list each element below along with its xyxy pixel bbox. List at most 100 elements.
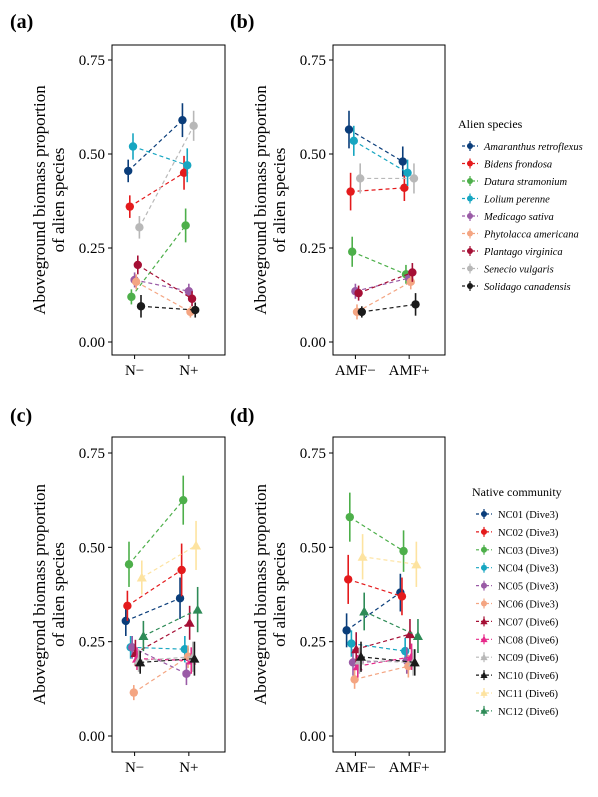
y-tick-label: 0.75: [300, 446, 326, 462]
series-1: [344, 110, 407, 177]
series-5: [128, 636, 191, 686]
series-8: [356, 163, 419, 194]
series-line: [127, 119, 183, 172]
data-point: [136, 572, 147, 582]
y-axis-label-line1: Aboveground biomass proportion: [251, 85, 270, 315]
series-3: [348, 236, 411, 284]
data-point: [344, 575, 353, 584]
data-point: [182, 669, 191, 678]
data-point: [409, 657, 420, 667]
series-line: [354, 665, 409, 680]
series-line: [132, 145, 188, 166]
series-line: [358, 271, 413, 294]
panel-3: (d) 0.00 0.25 0.50 0.75 AMF− AMF+ Abovegrond bi…: [230, 405, 446, 776]
series-line: [128, 499, 184, 565]
legend-item-label: Medicago sativa: [483, 212, 554, 223]
series-line: [360, 656, 415, 664]
data-point: [400, 183, 409, 193]
legend-item-label: Senecio vulgaris: [484, 265, 554, 276]
panel-label: (d): [230, 405, 254, 427]
series-1: [124, 103, 187, 183]
data-point: [184, 287, 194, 296]
legend-item-label: NC05 (Dive3): [498, 582, 559, 593]
y-axis-label-line2: of alien species: [49, 148, 68, 253]
legend-key-marker: [480, 707, 488, 714]
series-line: [138, 656, 193, 662]
legend-item-label: NC08 (Dive6): [498, 635, 559, 646]
legend-key-marker: [481, 511, 487, 517]
plot-frame: [332, 44, 446, 356]
y-axis-label: Aboveground biomass proportion of alien s…: [30, 85, 68, 315]
series-line: [348, 578, 403, 597]
data-point: [179, 168, 189, 177]
series-12: [359, 592, 423, 653]
series-3: [124, 475, 188, 587]
data-point: [354, 288, 363, 298]
legend-item-label: Phytolacca americana: [483, 230, 579, 241]
legend-key-marker: [480, 635, 488, 643]
y-tick-label: 0.25: [300, 241, 326, 257]
panel-2: (c) 0.00 0.25 0.50 0.75 N− N+ Abovegrond biomas…: [10, 405, 226, 776]
panel-label: (c): [10, 405, 32, 427]
y-tick-label: 0.75: [300, 53, 326, 69]
legend-key-marker: [481, 600, 487, 607]
data-point: [397, 592, 407, 601]
legend-item-label: NC11 (Dive6): [498, 689, 558, 700]
legend-item-label: NC01 (Dive3): [498, 510, 559, 521]
series-line: [125, 597, 181, 622]
data-point: [135, 657, 146, 667]
legend-key-marker: [467, 230, 473, 237]
legend-item-label: Amaranthus retroflexus: [483, 142, 583, 153]
series-line: [136, 658, 192, 662]
data-point: [404, 629, 415, 639]
series-8: [135, 110, 198, 239]
y-tick-label: 0.25: [79, 635, 105, 651]
data-point: [346, 187, 355, 196]
data-point: [356, 651, 366, 661]
legend-key-marker: [467, 213, 473, 219]
data-point: [399, 546, 408, 556]
series-line: [353, 140, 408, 174]
series-3: [127, 208, 190, 305]
series-2: [344, 554, 407, 616]
data-point: [348, 247, 357, 256]
data-point: [125, 202, 134, 211]
y-tick-label: 0.00: [79, 729, 105, 745]
data-point: [121, 616, 130, 626]
series-line: [351, 251, 407, 275]
legend-key-marker: [467, 160, 473, 167]
legend-key-marker: [467, 178, 473, 184]
series-12: [138, 586, 203, 652]
series-line: [362, 556, 417, 565]
panel-label: (a): [10, 11, 33, 33]
y-axis-label-line2: of alien species: [270, 148, 289, 253]
legend-item-label: Bidens frondosa: [484, 160, 552, 171]
legend-item-label: Datura stramonium: [483, 177, 568, 188]
data-point: [181, 221, 190, 230]
legend-item-label: NC07 (Dive6): [498, 617, 559, 628]
y-tick-label: 0.00: [300, 335, 326, 351]
y-axis-label-line2: of alien species: [270, 542, 289, 647]
legend-item-label: Lolium perenne: [483, 195, 550, 206]
legend-key-marker: [480, 689, 488, 696]
data-point: [138, 631, 149, 641]
series-line: [131, 646, 187, 675]
data-point: [128, 643, 137, 652]
y-tick-label: 0.25: [79, 241, 105, 257]
series-9: [357, 293, 420, 318]
data-point: [356, 174, 365, 183]
x-tick-label: AMF+: [389, 363, 430, 379]
series-line: [356, 281, 412, 313]
data-point: [132, 277, 141, 287]
data-point: [357, 307, 366, 317]
data-point: [191, 540, 202, 550]
data-point: [178, 115, 187, 125]
legend-item-label: NC12 (Dive6): [498, 707, 559, 718]
legend-key-marker: [480, 653, 488, 661]
series-line: [140, 305, 196, 311]
legend-item-label: NC03 (Dive3): [498, 546, 559, 557]
x-tick-label: N−: [125, 760, 144, 776]
y-tick-label: 0.50: [300, 540, 326, 556]
data-point: [350, 675, 359, 684]
data-point: [128, 142, 138, 151]
